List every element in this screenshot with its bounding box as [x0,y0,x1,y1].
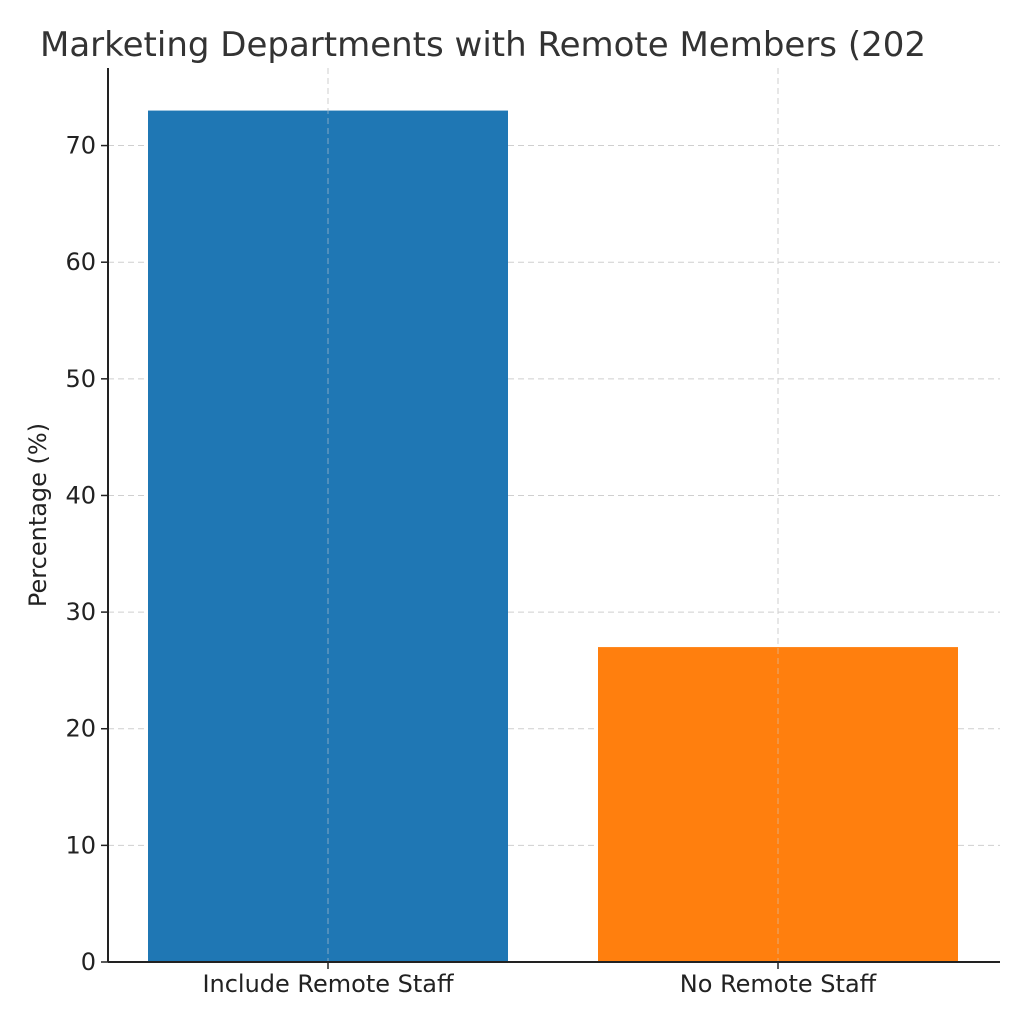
chart-title: Marketing Departments with Remote Member… [40,25,926,65]
x-tick-layer: Include Remote Staff No Remote Staff [202,962,877,998]
y-tick-layer: 0 10 20 30 40 50 60 70 [65,132,108,976]
y-tick-label: 10 [65,831,96,859]
bar-layer [148,68,958,963]
y-tick-label: 40 [65,481,96,509]
y-axis-label: Percentage (%) [24,423,52,607]
y-tick-label: 50 [65,365,96,393]
x-tick-label: Include Remote Staff [202,970,454,998]
y-tick-label: 20 [65,715,96,743]
axis-layer [107,68,1000,963]
x-tick-label: No Remote Staff [680,970,877,998]
y-tick-label: 30 [65,598,96,626]
y-tick-label: 70 [65,132,96,160]
y-tick-label: 60 [65,248,96,276]
y-tick-label: 0 [81,948,96,976]
bar-no-remote-staff [598,647,958,962]
